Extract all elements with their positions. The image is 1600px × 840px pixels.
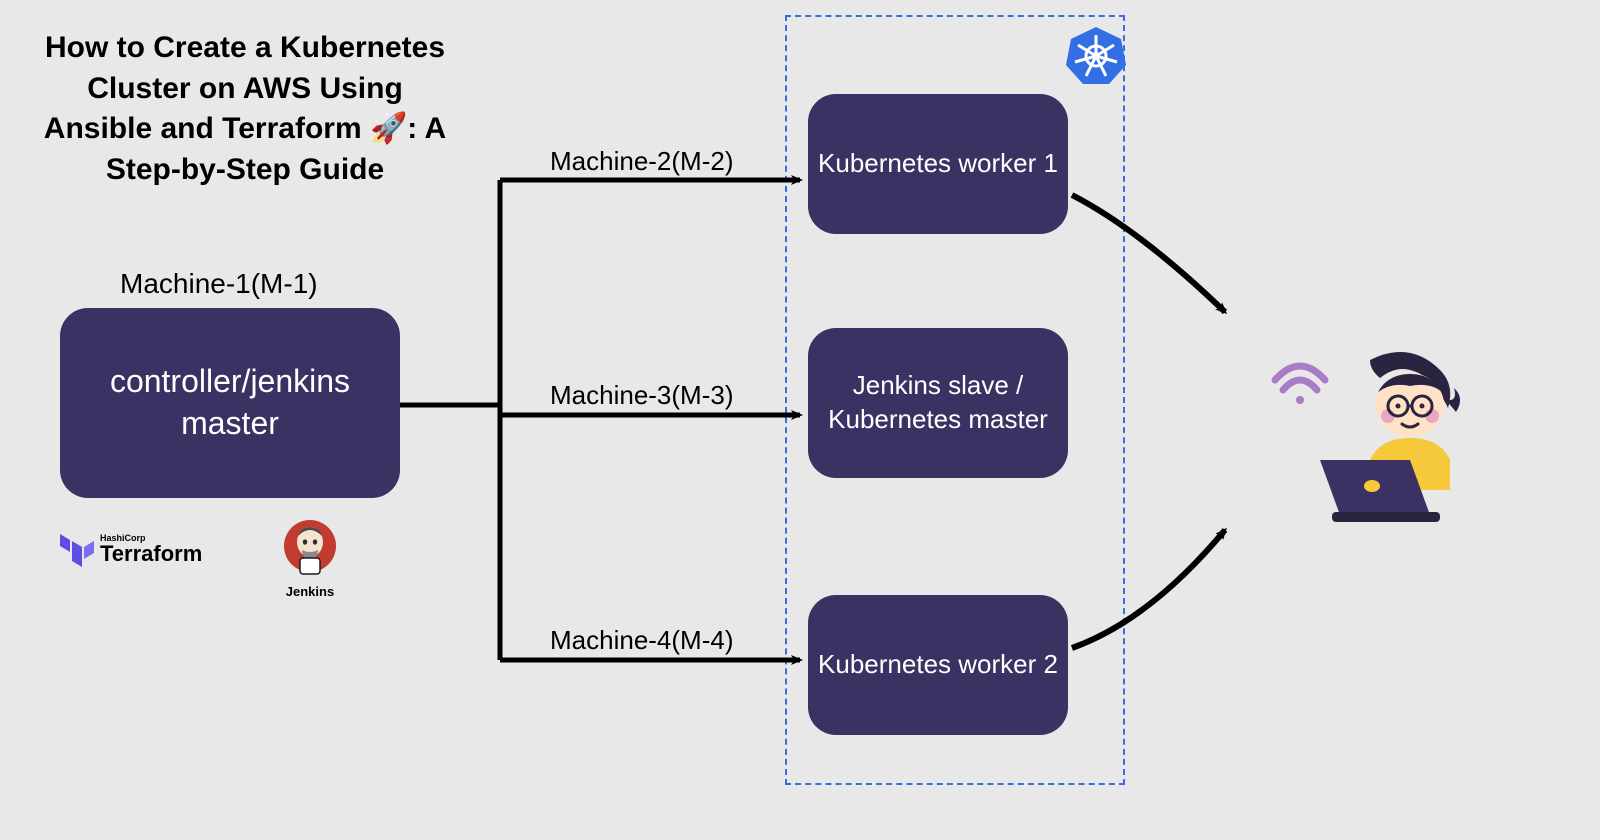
- machine-2-label: Machine-2(M-2): [550, 146, 734, 177]
- jenkins-badge: Jenkins: [280, 518, 340, 599]
- node-controller: controller/jenkins master: [60, 308, 400, 498]
- node-controller-text: controller/jenkins master: [60, 361, 400, 444]
- node-worker-2-text: Kubernetes worker 2: [818, 648, 1058, 682]
- node-worker-2: Kubernetes worker 2: [808, 595, 1068, 735]
- jenkins-label: Jenkins: [286, 584, 334, 599]
- kubernetes-icon: [1065, 25, 1127, 92]
- user-illustration: [1260, 330, 1480, 545]
- terraform-brand-main: Terraform: [100, 543, 202, 565]
- machine-3-label: Machine-3(M-3): [550, 380, 734, 411]
- node-worker-1-text: Kubernetes worker 1: [818, 147, 1058, 181]
- jenkins-icon: [280, 518, 340, 582]
- node-worker-1: Kubernetes worker 1: [808, 94, 1068, 234]
- page-title: How to Create a Kubernetes Cluster on AW…: [30, 28, 460, 190]
- node-master: Jenkins slave / Kubernetes master: [808, 328, 1068, 478]
- wifi-icon: [1275, 366, 1325, 404]
- machine-1-label: Machine-1(M-1): [120, 268, 318, 300]
- machine-4-label: Machine-4(M-4): [550, 625, 734, 656]
- terraform-badge: HashiCorp Terraform: [60, 530, 202, 568]
- node-master-text: Jenkins slave / Kubernetes master: [808, 369, 1068, 437]
- terraform-icon: [60, 530, 94, 568]
